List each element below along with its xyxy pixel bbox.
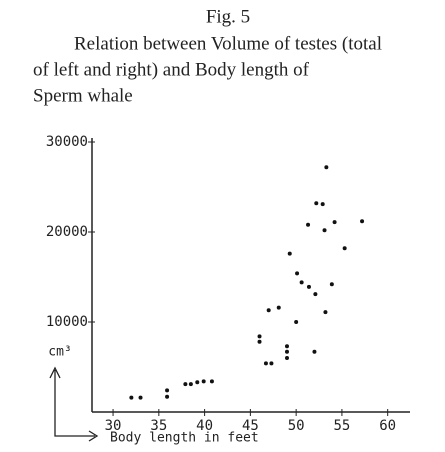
point — [263, 361, 268, 366]
point — [284, 344, 289, 349]
point — [257, 339, 262, 344]
point — [188, 382, 193, 387]
x-tick-label: 35 — [150, 418, 167, 434]
point — [266, 308, 271, 313]
point — [329, 282, 334, 287]
x-tick-label: 50 — [288, 418, 305, 434]
subtitle: Relation between Volume of testes (total — [74, 33, 382, 54]
point — [312, 349, 317, 354]
point — [138, 395, 143, 400]
x-tick-label: 55 — [333, 418, 350, 434]
point — [269, 361, 274, 366]
point — [313, 292, 318, 297]
point — [257, 334, 262, 339]
point — [342, 246, 347, 251]
axis-arrow — [49, 366, 99, 442]
point — [295, 271, 300, 276]
point — [314, 201, 319, 206]
point — [201, 379, 206, 384]
point — [322, 228, 327, 233]
point — [360, 219, 365, 224]
x-tick-label: 60 — [379, 418, 396, 434]
x-axis-label: Body length in feet — [110, 431, 259, 446]
x-tick-label: 30 — [105, 418, 122, 434]
point — [209, 379, 214, 384]
y-tick-label: 20000 — [46, 224, 88, 240]
point — [183, 382, 188, 387]
point — [284, 356, 289, 360]
point — [332, 220, 337, 225]
subtitle: of left and right) and Body length of — [33, 59, 310, 80]
point — [165, 388, 170, 393]
point — [294, 320, 299, 324]
point — [195, 380, 200, 385]
point — [284, 349, 289, 354]
point — [324, 165, 329, 170]
point — [323, 310, 328, 315]
point — [129, 395, 134, 400]
x-tick-label: 40 — [196, 418, 213, 434]
x-tick-label: 45 — [242, 418, 259, 434]
y-tick-label: 10000 — [46, 314, 88, 330]
point — [306, 284, 311, 289]
y-tick-label: 30000 — [46, 134, 88, 150]
chart-title: Fig. 5 — [206, 6, 250, 27]
point — [299, 280, 304, 285]
point — [276, 305, 281, 310]
point — [320, 202, 325, 207]
point — [165, 394, 170, 399]
point — [287, 251, 292, 256]
point — [306, 222, 311, 227]
y-axis-label: cm³ — [48, 345, 71, 360]
subtitle: Sperm whale — [33, 85, 133, 106]
